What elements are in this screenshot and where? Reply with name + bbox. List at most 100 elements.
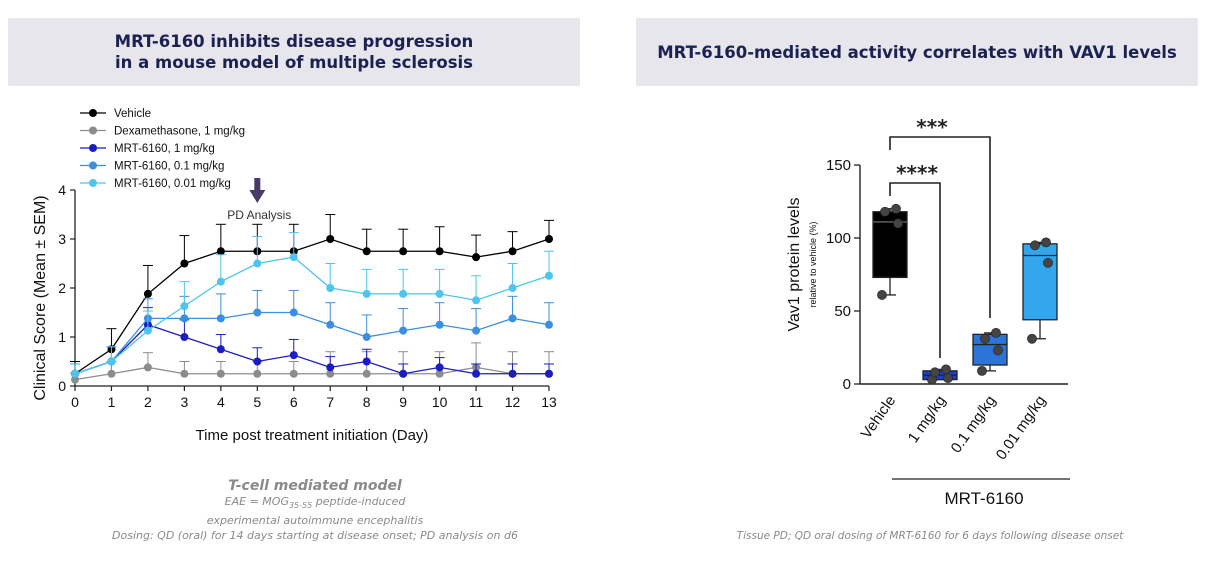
data-point [216, 314, 225, 323]
x-tick-label: 6 [290, 394, 298, 410]
x-tick-label: 11 [469, 394, 484, 410]
box-y-tick-label: 100 [826, 230, 851, 247]
legend-label: Dexamethasone, 1 mg/kg [114, 126, 245, 138]
x-tick-label: 0 [71, 394, 79, 410]
left-caption-title: T-cell mediated model [228, 478, 402, 494]
data-point [71, 375, 79, 384]
caption-subscript: 35-55 [288, 501, 313, 511]
box-data-point [877, 290, 887, 300]
data-point [180, 369, 189, 378]
x-tick-label: 9 [399, 394, 407, 410]
data-point [545, 235, 553, 243]
series-1 [70, 342, 554, 384]
data-point [143, 289, 152, 298]
data-point [508, 369, 517, 378]
box-group-2 [972, 327, 1008, 376]
group-label: MRT-6160 [944, 489, 1023, 508]
data-point [472, 296, 481, 305]
data-point [216, 345, 225, 354]
box-data-point [1043, 257, 1053, 268]
y-tick-label: 0 [58, 378, 66, 394]
caption-eae-text: EAE = MOG [224, 495, 289, 508]
series-0 [70, 214, 554, 378]
data-point [435, 363, 444, 372]
box-category-label: 0.01 mg/kg [993, 393, 1049, 464]
box-data-point [930, 367, 940, 378]
box-data-point [891, 203, 901, 214]
x-tick-label: 1 [108, 394, 116, 410]
data-point [216, 369, 225, 378]
data-point [289, 253, 298, 262]
box-data-point [980, 333, 990, 344]
data-point [107, 369, 116, 378]
significance-bracket-2 [889, 182, 941, 358]
box-y-tick-label: 150 [826, 157, 851, 174]
data-point [362, 247, 371, 256]
data-point [508, 284, 517, 292]
right-panel-header: MRT-6160-mediated activity correlates wi… [636, 18, 1198, 86]
box-data-point [880, 206, 890, 217]
data-point [326, 284, 335, 292]
legend-marker [89, 161, 97, 170]
pd-arrow-head [249, 190, 266, 203]
box-data-point [1041, 237, 1051, 248]
box-category-label: 1 mg/kg [905, 393, 950, 446]
data-point [289, 308, 298, 317]
y-tick-label: 1 [58, 329, 66, 345]
legend-marker [89, 109, 97, 117]
x-axis-label: Time post treatment initiation (Day) [196, 427, 429, 444]
box-data-point [1027, 333, 1037, 344]
data-point [216, 277, 225, 286]
left-header-line1: MRT-6160 inhibits disease progression [114, 32, 474, 51]
data-point [435, 247, 444, 256]
data-point [362, 333, 371, 341]
box-y-tick-label: 0 [843, 376, 851, 393]
data-point [545, 271, 553, 280]
data-point [143, 326, 152, 335]
data-point [435, 320, 444, 329]
box-body [972, 333, 1008, 366]
x-tick-label: 4 [217, 394, 225, 410]
data-point [71, 369, 79, 378]
series-line [74, 311, 550, 375]
box-data-point [893, 218, 903, 229]
series-line [74, 238, 550, 375]
box-data-point [941, 364, 951, 375]
data-point [472, 326, 481, 335]
data-point [253, 357, 262, 366]
series-line [74, 256, 550, 375]
data-point [253, 308, 262, 317]
data-point [399, 247, 408, 256]
data-point [362, 369, 371, 378]
y-axis-label: Clinical Score (Mean ± SEM) [32, 195, 49, 400]
legend-label: MRT-6160, 0.1 mg/kg [114, 161, 224, 173]
data-point [143, 363, 152, 372]
data-point [399, 369, 408, 378]
box-group-3 [1022, 237, 1058, 344]
data-point [180, 314, 189, 323]
legend-label: Vehicle [114, 108, 151, 120]
data-point [362, 357, 371, 366]
significance-bracket-1 [889, 136, 991, 318]
data-point [508, 247, 517, 256]
significance-label-2: **** [896, 161, 938, 185]
data-point [472, 369, 481, 378]
box-data-point [991, 327, 1001, 338]
box-y-axis-label: Vav1 protein levels [786, 198, 803, 332]
data-point [326, 235, 335, 243]
box-y-axis-sublabel: relative to vehicle (%) [808, 221, 818, 307]
data-point [472, 253, 481, 262]
y-tick-label: 2 [58, 280, 66, 296]
box-y-tick-label: 50 [834, 303, 851, 320]
y-tick-label: 3 [58, 231, 66, 247]
box-group-1 [922, 364, 958, 385]
legend-marker [89, 179, 97, 187]
data-point [289, 369, 298, 378]
left-caption: T-cell mediated model EAE = MOG35-55 pep… [60, 478, 570, 543]
box-category-label: Vehicle [858, 393, 900, 442]
left-caption-line2: experimental autoimmune encephalitis [206, 514, 424, 528]
x-tick-label: 10 [432, 394, 448, 410]
left-caption-line3: Dosing: QD (oral) for 14 days starting a… [112, 529, 518, 543]
caption-eae-post: peptide-induced [312, 495, 406, 508]
legend-label: MRT-6160, 0.01 mg/kg [114, 178, 231, 190]
